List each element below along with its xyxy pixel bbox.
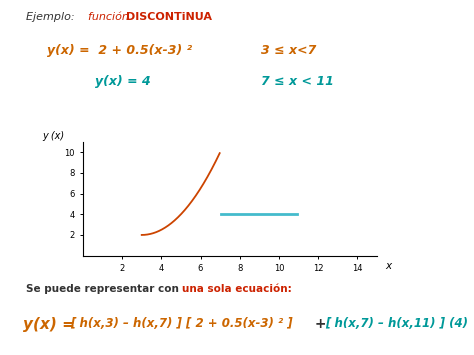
Text: y(x) = 4: y(x) = 4 (95, 75, 151, 88)
Text: función: función (88, 12, 132, 22)
Text: +: + (310, 317, 332, 331)
Text: Se puede representar con: Se puede representar con (26, 284, 182, 294)
Text: y(x) =: y(x) = (23, 317, 80, 332)
Text: y (x): y (x) (42, 131, 64, 141)
Text: [ h(x,7) – h(x,11) ] (4): [ h(x,7) – h(x,11) ] (4) (325, 317, 468, 330)
X-axis label: x: x (385, 261, 392, 271)
Text: DISCONTiNUA: DISCONTiNUA (126, 12, 211, 22)
Text: 7 ≤ x < 11: 7 ≤ x < 11 (261, 75, 334, 88)
Text: Ejemplo:: Ejemplo: (26, 12, 78, 22)
Text: 3 ≤ x<7: 3 ≤ x<7 (261, 44, 316, 58)
Text: [ h(x,3) – h(x,7) ] [ 2 + 0.5(x-3) ² ]: [ h(x,3) – h(x,7) ] [ 2 + 0.5(x-3) ² ] (70, 317, 293, 330)
Text: y(x) =  2 + 0.5(x-3) ²: y(x) = 2 + 0.5(x-3) ² (47, 44, 192, 58)
Text: una sola ecuación:: una sola ecuación: (182, 284, 292, 294)
